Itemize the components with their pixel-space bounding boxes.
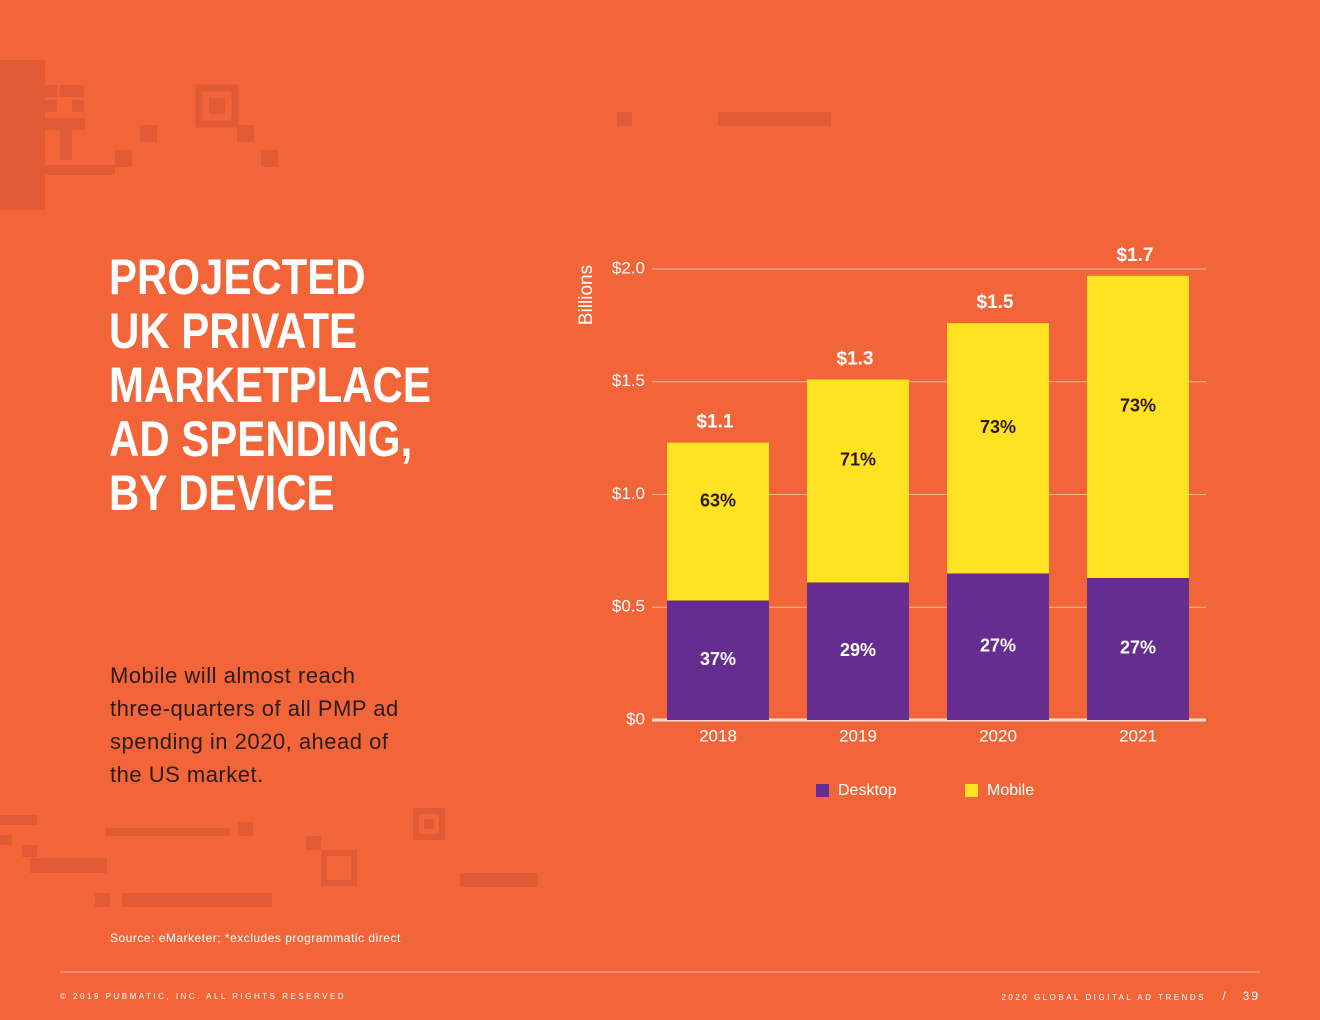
segment-label: 37% xyxy=(700,649,736,669)
y-tick-label: $2.0 xyxy=(612,258,645,277)
total-label: $1.1 xyxy=(697,412,734,433)
segment-label: 73% xyxy=(1120,396,1156,416)
copyright: © 2019 PUBMATIC, INC. ALL RIGHTS RESERVE… xyxy=(60,992,346,1001)
title-line: UK PRIVATE xyxy=(109,303,357,359)
page-number: 39 xyxy=(1243,989,1260,1003)
y-tick-label: $0.5 xyxy=(612,597,645,616)
legend-label: Desktop xyxy=(838,782,897,799)
x-tick-label: 2021 xyxy=(1119,726,1157,745)
legend-swatch xyxy=(816,784,829,797)
y-tick-label: $1.0 xyxy=(612,484,645,503)
x-tick-label: 2020 xyxy=(979,726,1017,745)
x-tick-label: 2019 xyxy=(839,726,877,745)
body-line: spending in 2020, ahead of xyxy=(110,729,389,754)
decoration xyxy=(0,60,831,907)
segment-label: 29% xyxy=(840,640,876,660)
legend-label: Mobile xyxy=(987,782,1034,799)
title-line: AD SPENDING, xyxy=(109,411,412,467)
segment-label: 63% xyxy=(700,490,736,510)
bar-segment xyxy=(667,600,769,720)
source-note: Source: eMarketer; *excludes programmati… xyxy=(110,931,401,945)
chart: $0 $0.5 $1.0 $1.5 $2.0 37% 63% $1.1 2018 29% 71% $1… xyxy=(612,245,1206,799)
title-line: PROJECTED xyxy=(109,249,366,305)
bar-segment xyxy=(807,379,909,583)
publication: 2020 GLOBAL DIGITAL AD TRENDS xyxy=(1001,993,1206,1002)
y-axis-label: Billions xyxy=(576,265,597,325)
y-tick-label: $0 xyxy=(626,709,645,728)
x-tick-label: 2018 xyxy=(699,726,737,745)
total-label: $1.5 xyxy=(977,292,1014,313)
segment-label: 73% xyxy=(980,417,1016,437)
bar-segment xyxy=(947,323,1049,574)
legend-swatch xyxy=(965,784,978,797)
title-line: MARKETPLACE xyxy=(109,357,431,413)
body-text: Mobile will almost reach three-quarters o… xyxy=(110,663,399,787)
segment-label: 27% xyxy=(1120,638,1156,658)
bar-segment xyxy=(1087,275,1189,578)
title-line: BY DEVICE xyxy=(109,465,335,521)
segment-label: 27% xyxy=(980,635,1016,655)
total-label: $1.3 xyxy=(837,349,874,370)
total-label: $1.7 xyxy=(1117,245,1154,266)
y-tick-label: $1.5 xyxy=(612,371,645,390)
bar-segment xyxy=(807,582,909,720)
bar-segment xyxy=(947,573,1049,720)
body-line: Mobile will almost reach xyxy=(110,663,356,688)
separator: / xyxy=(1222,989,1226,1003)
segment-label: 71% xyxy=(840,450,876,470)
bar-segment xyxy=(667,442,769,601)
bar-segment xyxy=(1087,577,1189,720)
body-line: the US market. xyxy=(110,762,264,787)
body-line: three-quarters of all PMP ad xyxy=(110,696,399,721)
